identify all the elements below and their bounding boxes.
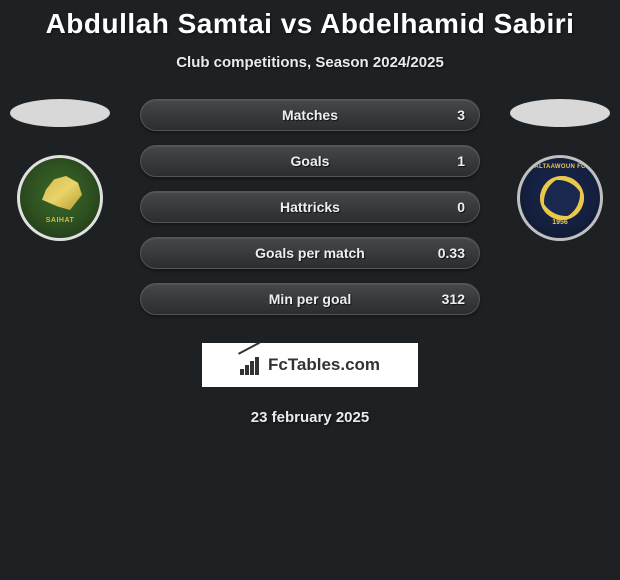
stat-row-hattricks: Hattricks 0 [140, 191, 480, 223]
stat-hattricks-right: 0 [457, 199, 465, 215]
stat-row-mpg: Min per goal 312 [140, 283, 480, 315]
chart-icon [240, 355, 262, 375]
stat-goals-label: Goals [291, 153, 330, 169]
player-left-photo [10, 99, 110, 127]
stat-matches-label: Matches [282, 107, 338, 123]
club-badge-right-text: ALTAAWOUN FC [534, 164, 585, 170]
stat-hattricks-label: Hattricks [280, 199, 340, 215]
club-badge-right-year: 1956 [552, 219, 568, 226]
stat-gpm-right: 0.33 [438, 245, 465, 261]
stat-row-gpm: Goals per match 0.33 [140, 237, 480, 269]
player-left-column: SAIHAT [0, 99, 120, 241]
main-area: SAIHAT ALTAAWOUN FC 1956 Matches 3 Goals… [0, 99, 620, 315]
club-badge-left-text: SAIHAT [46, 217, 75, 224]
club-badge-right: ALTAAWOUN FC 1956 [517, 155, 603, 241]
comparison-card: Abdullah Samtai vs Abdelhamid Sabiri Clu… [0, 0, 620, 426]
player-right-photo [510, 99, 610, 127]
stat-matches-right: 3 [457, 107, 465, 123]
club-badge-left: SAIHAT [17, 155, 103, 241]
stat-goals-right: 1 [457, 153, 465, 169]
stat-row-matches: Matches 3 [140, 99, 480, 131]
stat-mpg-right: 312 [442, 291, 465, 307]
stat-row-goals: Goals 1 [140, 145, 480, 177]
stats-column: Matches 3 Goals 1 Hattricks 0 Goals per … [140, 99, 480, 315]
subtitle: Club competitions, Season 2024/2025 [0, 54, 620, 71]
stat-gpm-label: Goals per match [255, 245, 365, 261]
brand-logo-box: FcTables.com [202, 343, 418, 387]
brand-name: FcTables.com [268, 355, 380, 375]
page-title: Abdullah Samtai vs Abdelhamid Sabiri [0, 8, 620, 40]
date-line: 23 february 2025 [0, 409, 620, 426]
player-right-column: ALTAAWOUN FC 1956 [500, 99, 620, 241]
stat-mpg-label: Min per goal [269, 291, 351, 307]
